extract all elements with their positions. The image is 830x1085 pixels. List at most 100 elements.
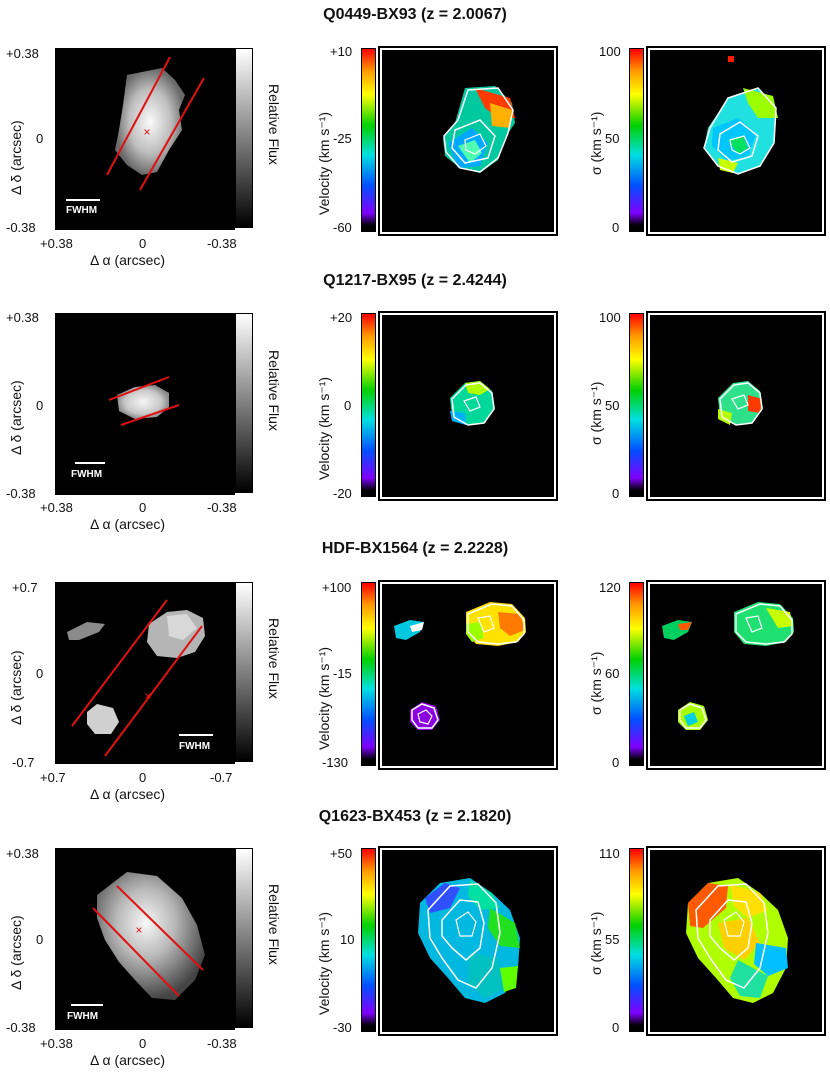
flux-ytick-mid: 0 [36,398,44,413]
flux-xtick-right: -0.38 [207,236,237,251]
flux-ytick-bot: -0.38 [6,486,36,501]
velocity-map-panel [378,846,558,1036]
sigma-map-image [718,381,763,426]
flux-colorbar-label: Relative Flux [266,884,282,965]
flux-map-panel: × FWHM [55,48,235,230]
flux-xlabel: Δ α (arcsec) [90,1052,166,1068]
flux-map-image: × [92,872,205,1000]
flux-xlabel: Δ α (arcsec) [90,516,166,532]
fwhm-scale-bar [75,462,105,464]
flux-xtick-mid: 0 [139,1036,147,1051]
flux-ytick-top: +0.7 [12,580,38,595]
flux-xtick-left: +0.7 [40,770,66,785]
flux-xtick-left: +0.38 [40,500,73,515]
velocity-colorbar [361,848,376,1032]
fwhm-scale-bar [71,1004,103,1006]
flux-xtick-right: -0.38 [207,500,237,515]
row-title: Q0449-BX93 (z = 2.0067) [323,6,507,23]
flux-ytick-top: +0.38 [6,46,39,61]
sigma-ylabel: σ (km s⁻¹) [588,911,604,975]
velocity-map-image [418,878,520,1003]
flux-colorbar [235,848,253,1028]
sigma-tick-bot: 0 [612,486,620,501]
flux-xtick-right: -0.7 [210,770,233,785]
flux-xlabel: Δ α (arcsec) [90,786,166,802]
sigma-colorbar [629,313,644,497]
sigma-map-panel [646,846,826,1036]
flux-xtick-right: -0.38 [207,1036,237,1051]
sigma-tick-bot: 0 [612,1020,620,1035]
velocity-colorbar [361,582,376,766]
fwhm-scale-bar [66,199,100,201]
sigma-tick-mid: 50 [605,398,620,413]
flux-xtick-left: +0.38 [40,1036,73,1051]
sigma-tick-bot: 0 [612,755,620,770]
velocity-tick-mid: -25 [333,131,352,146]
flux-colorbar-label: Relative Flux [266,84,282,165]
velocity-tick-mid: 10 [340,932,355,947]
svg-text:×: × [143,125,150,139]
flux-map-image [108,376,180,426]
velocity-tick-top: +20 [330,310,353,325]
flux-ytick-bot: -0.38 [6,1020,36,1035]
fwhm-label: FWHM [66,205,98,216]
sigma-colorbar [629,848,644,1032]
flux-colorbar [235,582,253,762]
flux-ytick-bot: -0.38 [6,220,36,235]
sigma-tick-top: 100 [599,44,621,59]
flux-ytick-mid: 0 [36,666,44,681]
row-title: Q1623-BX453 (z = 2.1820) [318,808,512,825]
flux-ytick-bot: -0.7 [12,755,35,770]
velocity-ylabel: Velocity (km s⁻¹) [316,376,332,480]
velocity-map-panel [378,580,558,770]
flux-xlabel: Δ α (arcsec) [90,252,166,268]
flux-ytick-top: +0.38 [6,310,39,325]
velocity-ylabel: Velocity (km s⁻¹) [316,911,332,1015]
sigma-tick-mid: 60 [605,666,620,681]
flux-map-image: × [67,599,205,757]
velocity-tick-mid: -15 [333,666,352,681]
flux-xtick-mid: 0 [139,500,147,515]
flux-colorbar-label: Relative Flux [266,618,282,699]
sigma-ylabel: σ (km s⁻¹) [588,111,604,175]
sigma-map-panel [646,580,826,770]
velocity-map-panel [378,311,558,501]
velocity-tick-top: +10 [330,44,353,59]
flux-ytick-mid: 0 [36,131,44,146]
flux-map-panel: × FWHM [55,848,235,1030]
velocity-map-panel [378,46,558,236]
flux-map-image: × [106,56,205,191]
flux-colorbar [235,313,253,493]
fwhm-scale-bar [179,734,213,736]
flux-ylabel: Δ δ (arcsec) [8,120,24,195]
flux-ylabel: Δ δ (arcsec) [8,650,24,725]
velocity-ylabel: Velocity (km s⁻¹) [316,646,332,750]
sigma-ylabel: σ (km s⁻¹) [588,381,604,445]
sigma-tick-mid: 50 [605,131,620,146]
velocity-map-image [450,381,495,426]
fwhm-label: FWHM [67,1011,99,1022]
sigma-colorbar [629,582,644,766]
flux-map-panel: × FWHM [55,582,235,764]
velocity-tick-top: +50 [330,846,353,861]
sigma-map-image [662,602,794,730]
sigma-tick-top: 120 [599,580,621,595]
sigma-map-image [703,56,778,175]
sigma-map-image [686,878,788,1003]
sigma-map-panel [646,311,826,501]
svg-text:×: × [135,923,142,937]
velocity-tick-bot: -60 [333,220,352,235]
velocity-tick-top: +100 [322,580,352,595]
sigma-tick-mid: 55 [605,932,620,947]
sigma-tick-bot: 0 [612,220,620,235]
flux-xtick-mid: 0 [139,236,147,251]
flux-colorbar [235,48,253,228]
velocity-tick-bot: -30 [333,1020,352,1035]
fwhm-label: FWHM [179,741,211,752]
flux-colorbar-label: Relative Flux [266,350,282,431]
velocity-ylabel: Velocity (km s⁻¹) [316,111,332,215]
flux-ytick-top: +0.38 [6,846,39,861]
row-title: Q1217-BX95 (z = 2.4244) [323,272,507,289]
velocity-tick-mid: 0 [344,398,352,413]
sigma-ylabel: σ (km s⁻¹) [588,651,604,715]
